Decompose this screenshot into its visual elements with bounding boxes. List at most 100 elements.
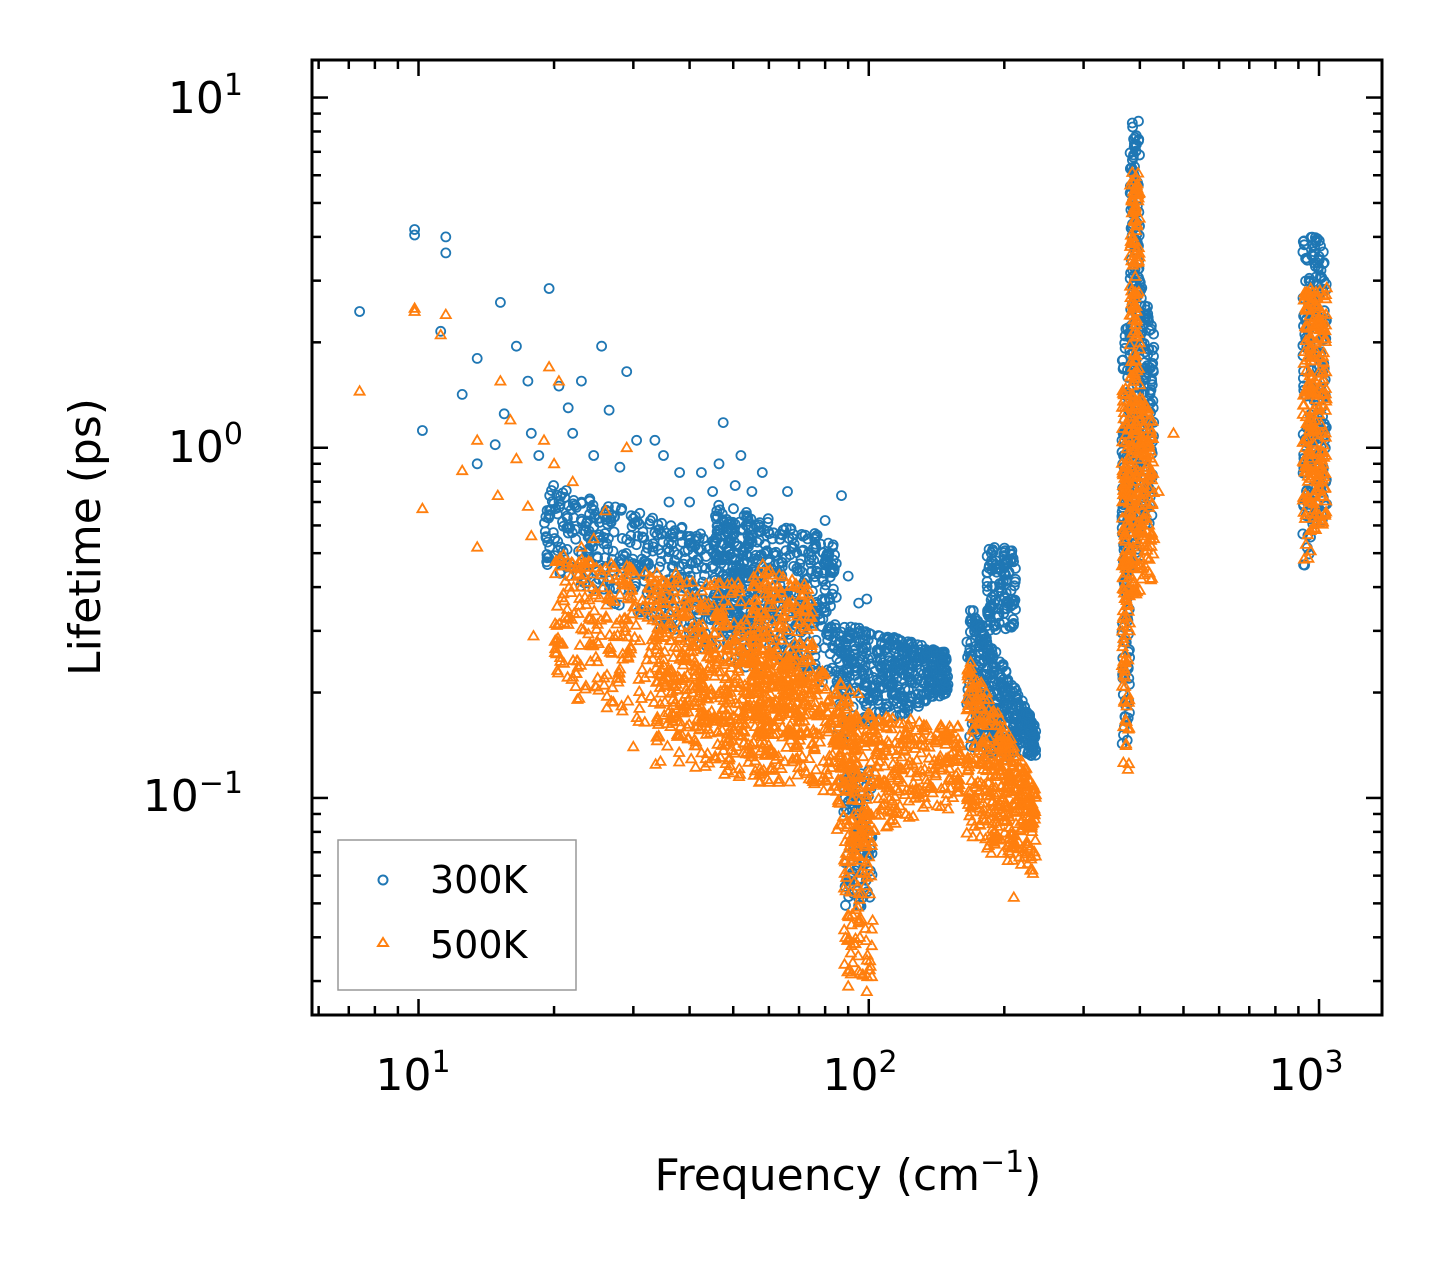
data-point-500k	[783, 775, 797, 787]
data-point-300k	[576, 375, 587, 387]
data-point-300k	[807, 586, 818, 597]
data-point-500k	[795, 697, 809, 709]
data-point-300k	[649, 527, 661, 538]
data-point-300k	[988, 660, 1000, 672]
data-point-500k	[843, 770, 858, 782]
data-point-300k	[1022, 709, 1034, 720]
data-point-500k	[678, 699, 692, 711]
data-point-500k	[930, 726, 944, 738]
data-point-500k	[564, 585, 578, 597]
data-point-500k	[645, 593, 660, 605]
data-point-500k	[1016, 821, 1030, 833]
data-point-500k	[657, 652, 671, 665]
data-point-500k	[981, 814, 995, 826]
data-point-500k	[776, 700, 790, 712]
data-point-500k	[651, 674, 665, 686]
data-point-500k	[983, 788, 997, 800]
data-point-500k	[977, 802, 991, 814]
data-point-500k	[845, 791, 859, 804]
data-point-300k	[824, 592, 835, 604]
data-point-500k	[847, 875, 861, 887]
data-point-500k	[845, 830, 859, 842]
data-point-500k	[776, 608, 790, 620]
data-point-500k	[574, 540, 588, 552]
data-point-300k	[902, 636, 914, 648]
data-point-500k	[735, 653, 749, 665]
data-point-500k	[1002, 733, 1016, 745]
data-point-300k	[354, 306, 366, 317]
data-point-300k	[770, 546, 782, 558]
data-point-500k	[1011, 842, 1025, 854]
data-point-500k	[1019, 847, 1033, 859]
data-point-300k	[715, 558, 727, 569]
data-point-500k	[965, 681, 979, 693]
data-point-500k	[618, 621, 632, 633]
data-point-300k	[783, 533, 795, 544]
data-point-500k	[753, 774, 767, 786]
data-point-300k	[853, 597, 865, 609]
data-point-500k	[756, 671, 771, 683]
data-point-300k	[1012, 735, 1024, 746]
data-point-300k	[667, 527, 679, 538]
data-point-500k	[741, 755, 755, 767]
data-point-500k	[753, 651, 767, 664]
data-point-500k	[813, 705, 827, 717]
data-point-500k	[914, 764, 928, 776]
data-point-300k	[844, 633, 856, 644]
data-point-500k	[669, 566, 683, 578]
data-point-500k	[886, 757, 900, 769]
data-point-500k	[772, 775, 786, 787]
data-point-500k	[644, 689, 658, 701]
data-point-500k	[638, 565, 652, 577]
data-point-500k	[972, 756, 986, 768]
data-point-500k	[600, 592, 615, 604]
data-point-500k	[859, 792, 874, 804]
data-point-300k	[621, 366, 633, 378]
data-point-500k	[915, 730, 929, 742]
data-point-500k	[747, 601, 761, 613]
data-point-500k	[524, 529, 538, 541]
data-point-300k	[768, 527, 779, 539]
data-point-500k	[864, 755, 878, 767]
data-point-500k	[858, 878, 872, 890]
data-point-500k	[747, 570, 761, 582]
data-point-500k	[647, 695, 661, 707]
data-point-500k	[669, 606, 683, 618]
data-point-500k	[620, 440, 634, 453]
data-point-500k	[1014, 760, 1028, 772]
data-point-500k	[570, 692, 584, 704]
data-point-500k	[995, 846, 1009, 858]
data-point-500k	[593, 563, 608, 575]
data-point-500k	[789, 720, 804, 732]
data-point-300k	[744, 533, 756, 544]
data-point-500k	[998, 795, 1012, 807]
data-point-300k	[811, 596, 822, 608]
data-point-500k	[837, 853, 851, 865]
data-point-300k	[933, 672, 945, 683]
data-point-500k	[976, 716, 990, 729]
data-point-500k	[852, 914, 866, 926]
data-point-300k	[553, 380, 565, 392]
data-point-500k	[566, 474, 580, 487]
data-point-300k	[667, 537, 679, 548]
data-point-300k	[693, 533, 705, 544]
data-point-300k	[1315, 264, 1327, 276]
data-point-500k	[455, 463, 469, 476]
data-point-300k	[683, 531, 694, 543]
data-point-500k	[766, 670, 780, 682]
data-point-500k	[1025, 797, 1039, 809]
data-point-300k	[1001, 700, 1012, 712]
data-point-300k	[1146, 344, 1158, 356]
data-point-500k	[686, 575, 700, 587]
data-point-500k	[854, 865, 868, 877]
data-point-500k	[784, 733, 798, 745]
data-point-500k	[762, 726, 776, 738]
data-point-500k	[857, 731, 871, 743]
data-point-500k	[732, 769, 746, 781]
data-point-500k	[760, 689, 774, 702]
data-point-500k	[434, 328, 448, 340]
data-point-300k	[1301, 254, 1313, 266]
data-point-500k	[870, 743, 884, 755]
data-point-500k	[1011, 759, 1025, 771]
data-point-300k	[828, 564, 840, 576]
